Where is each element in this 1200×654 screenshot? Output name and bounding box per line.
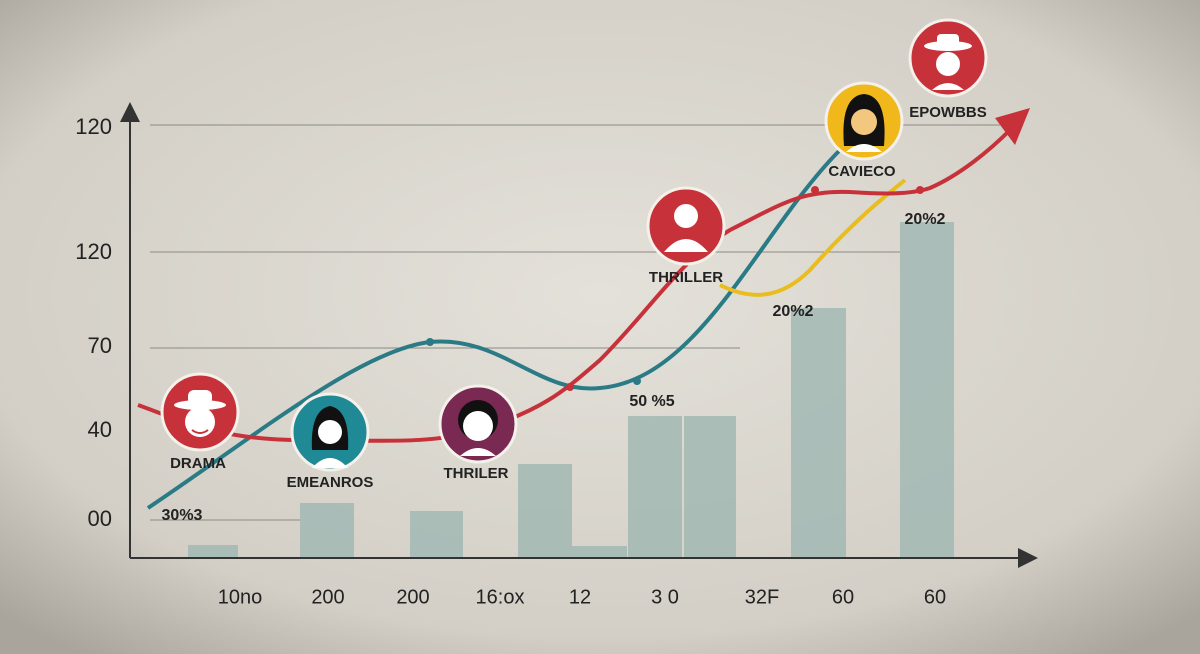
- annotation: 20%2: [773, 303, 814, 320]
- bar: [572, 546, 627, 558]
- y-tick-label: 120: [75, 239, 112, 264]
- icon-woman-yellow: [824, 81, 904, 161]
- x-tick-label: 10no: [218, 586, 263, 608]
- y-tick-label: 00: [88, 506, 112, 531]
- node-label: THRILLER: [649, 269, 723, 286]
- icon-cowboy-red: [908, 18, 988, 98]
- dot: [426, 338, 434, 346]
- dot: [811, 186, 819, 194]
- line-dots: [426, 186, 924, 391]
- x-tick-label: 16:ox: [476, 586, 525, 608]
- y-tick-label: 40: [88, 417, 112, 442]
- bar: [791, 308, 846, 558]
- bars: [188, 222, 954, 558]
- dot: [566, 383, 574, 391]
- x-tick-label: 32F: [745, 586, 779, 608]
- node-label: EPOWBBS: [909, 104, 987, 121]
- yellow-line: [719, 178, 907, 297]
- dot: [633, 377, 641, 385]
- x-tick-label: 3 0: [651, 586, 679, 608]
- icon-drama: [160, 372, 240, 452]
- x-tick-label: 12: [569, 586, 591, 608]
- teal-line: [146, 108, 882, 510]
- node-label: EMEANROS: [287, 474, 374, 491]
- x-tick-label: 200: [311, 586, 344, 608]
- bar: [300, 503, 354, 558]
- annotation: 50 %5: [629, 393, 674, 410]
- icon-woman-teal: [290, 392, 370, 472]
- bar: [684, 416, 736, 558]
- annotation: 30%3: [162, 507, 203, 524]
- node-label: DRAMA: [170, 455, 226, 472]
- y-tick-label: 120: [75, 114, 112, 139]
- node-label: CAVIECO: [828, 163, 896, 180]
- y-tick-label: 70: [88, 333, 112, 358]
- icon-man-red: [646, 186, 726, 266]
- bar: [410, 511, 463, 558]
- node-label: THRILER: [444, 465, 509, 482]
- x-tick-label: 200: [396, 586, 429, 608]
- bar: [628, 416, 682, 558]
- bar: [900, 222, 954, 558]
- bar: [518, 464, 572, 558]
- x-tick-label: 60: [832, 586, 854, 608]
- dot: [916, 186, 924, 194]
- bar: [188, 545, 238, 558]
- icon-purple: [438, 384, 518, 464]
- x-tick-label: 60: [924, 586, 946, 608]
- red-arrowhead: [995, 108, 1030, 145]
- annotation: 20%2: [905, 211, 946, 228]
